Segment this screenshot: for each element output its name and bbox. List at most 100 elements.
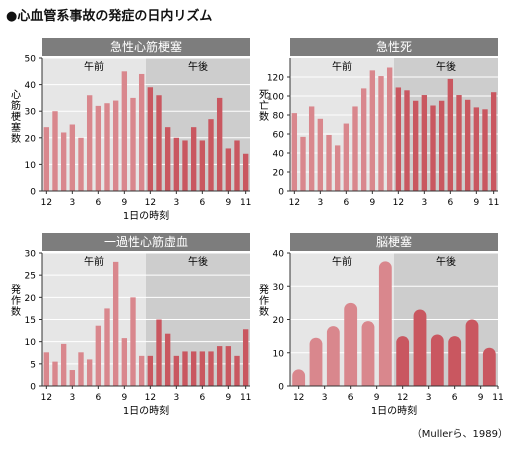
bar	[386, 67, 393, 191]
x-tick-label: 6	[447, 198, 453, 208]
y-axis-label-char: 数	[259, 110, 269, 123]
x-tick-label: 9	[121, 393, 127, 403]
y-tick-label: 10	[25, 161, 37, 171]
chart-title: 一過性心筋虚血	[104, 234, 188, 249]
x-tick-label: 3	[69, 393, 75, 403]
x-tick-label: 6	[95, 393, 101, 403]
bar	[86, 359, 93, 386]
x-tick-label: 12	[41, 198, 52, 208]
chart-panel-stroke: 脳梗塞 午前 午後 0 10 20 30 40 発作数 12 3 6 9 12 3 6 9 11 1日の時刻	[258, 225, 508, 435]
x-tick-label: 12	[41, 393, 52, 403]
x-tick-label: 9	[121, 198, 127, 208]
chart-title: 急性死	[376, 39, 412, 54]
bar	[447, 78, 454, 191]
y-tick-label: 5	[30, 360, 36, 370]
period-label-pm: 午後	[188, 255, 208, 268]
bar	[60, 132, 67, 191]
x-tick-label: 11	[240, 393, 251, 403]
bar	[326, 134, 332, 191]
x-tick-label: 6	[452, 393, 458, 403]
y-axis-label-char: 数	[11, 305, 21, 318]
pm-background	[394, 58, 498, 191]
x-tick-label: 9	[225, 198, 231, 208]
bar	[95, 325, 102, 386]
figure-title: ●心血管系事故の発症の日内リズム	[6, 9, 213, 24]
bar	[156, 319, 162, 386]
x-tick-label: 3	[421, 198, 427, 208]
x-tick-label: 9	[478, 393, 484, 403]
x-tick-label: 6	[348, 393, 354, 403]
period-label-pm: 午後	[436, 255, 456, 268]
bar	[173, 137, 180, 191]
bar	[190, 127, 197, 191]
chart-header	[42, 233, 250, 251]
bar	[173, 355, 180, 386]
bar	[104, 308, 110, 386]
y-tick-label: 10	[273, 349, 285, 359]
bar	[225, 346, 232, 386]
x-tick-label: 9	[225, 393, 231, 403]
bar	[78, 137, 84, 191]
x-tick-label: 11	[488, 198, 499, 208]
x-tick-label: 3	[69, 198, 75, 208]
x-axis-title: 1日の時刻	[123, 404, 169, 417]
x-tick-label: 3	[173, 198, 179, 208]
y-axis-label-char: 発	[11, 283, 21, 296]
bar	[164, 333, 171, 386]
pm-background	[146, 58, 250, 191]
y-axis-label: 心筋梗塞数	[11, 89, 21, 145]
x-tick-label: 12	[393, 198, 404, 208]
y-tick-label: 50	[25, 55, 37, 65]
bar	[104, 103, 110, 191]
bar	[242, 329, 249, 386]
bar	[361, 321, 375, 386]
y-tick-label: 100	[267, 93, 284, 103]
bar	[234, 140, 240, 191]
bar	[216, 346, 223, 386]
bar	[292, 369, 306, 386]
bar	[43, 127, 50, 191]
y-tick-label: 10	[25, 338, 37, 348]
y-tick-label: 0	[30, 188, 36, 198]
y-axis-label-char: 亡	[259, 99, 269, 112]
x-tick-label: 12	[293, 393, 304, 403]
bar	[147, 355, 154, 386]
chart-panel-transient-ischemia: 一過性心筋虚血 午前 午後 0 5 10 15 20 25 30 発作数 12 3 6 9 12 3 6 9 11 1日…	[10, 225, 260, 435]
period-label-pm: 午後	[436, 60, 456, 73]
bar	[225, 148, 232, 191]
bar	[464, 99, 471, 191]
bar	[52, 361, 58, 386]
bar	[130, 297, 136, 386]
bar	[234, 355, 240, 386]
bar	[112, 100, 119, 191]
period-label-am: 午前	[332, 255, 352, 268]
bar	[360, 88, 367, 191]
period-label-am: 午前	[84, 255, 104, 268]
bar	[430, 334, 444, 386]
y-tick-label: 20	[25, 294, 37, 304]
chart-panel-sudden-death: 急性死 午前 午後 0 20 40 60 80 100 120 死亡数 12 3 6 9 12 3 6 9 11	[258, 30, 508, 240]
x-tick-label: 11	[240, 198, 251, 208]
am-background	[42, 58, 146, 191]
x-tick-label: 3	[317, 198, 323, 208]
bar	[208, 119, 214, 191]
bar	[430, 105, 436, 191]
y-tick-label: 20	[25, 134, 37, 144]
period-label-am: 午前	[332, 60, 352, 73]
y-tick-label: 20	[273, 169, 285, 179]
bar	[465, 319, 479, 386]
y-tick-label: 30	[273, 283, 285, 293]
bar	[190, 351, 197, 386]
x-tick-label: 12	[145, 198, 156, 208]
bar	[242, 153, 249, 191]
bar	[95, 105, 102, 191]
period-label-am: 午前	[84, 60, 104, 73]
x-tick-label: 12	[397, 393, 408, 403]
bar	[69, 370, 76, 386]
bar	[78, 352, 84, 386]
y-tick-label: 15	[25, 316, 36, 326]
y-axis-label-char: 塞	[11, 121, 21, 134]
y-axis-label-char: 梗	[11, 110, 21, 123]
y-axis-label-char: 作	[11, 295, 21, 307]
